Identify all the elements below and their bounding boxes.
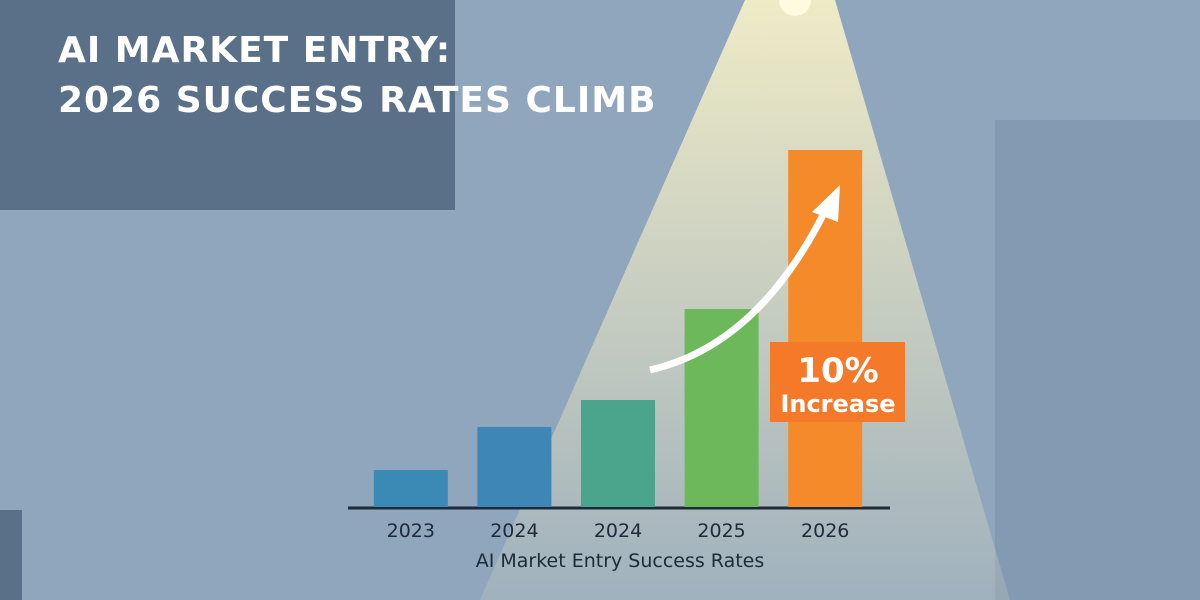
x-axis-label: AI Market Entry Success Rates xyxy=(476,550,765,572)
bar xyxy=(581,400,655,507)
lamp xyxy=(779,0,811,16)
side-panel xyxy=(995,120,1200,600)
arrow-head xyxy=(812,185,840,222)
chart-title: AI MARKET ENTRY: xyxy=(58,30,451,71)
corner-panel xyxy=(0,510,22,600)
trend-arrow xyxy=(649,203,832,374)
x-tick-label: 2024 xyxy=(594,520,642,542)
annotation: 10% xyxy=(797,351,878,391)
annotation-box xyxy=(770,342,905,422)
title-panel xyxy=(0,0,455,210)
x-tick-label: 2026 xyxy=(801,520,849,542)
chart-title: 2026 SUCCESS RATES CLIMB xyxy=(58,80,657,121)
x-tick-label: 2023 xyxy=(387,520,435,542)
bar xyxy=(477,427,552,507)
annotation: Increase xyxy=(780,390,895,418)
x-tick-label: 2024 xyxy=(490,520,538,542)
x-tick-label: 2025 xyxy=(697,520,745,542)
bar xyxy=(373,470,448,507)
